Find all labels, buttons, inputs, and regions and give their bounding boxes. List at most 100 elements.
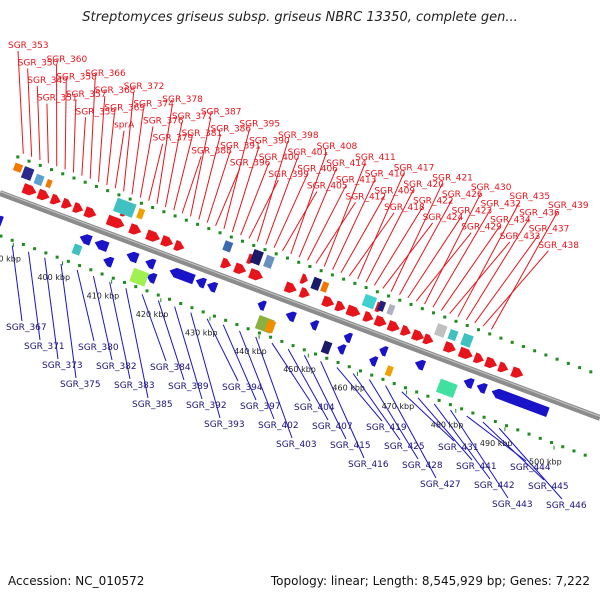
track-boundary-dot [173,214,177,218]
track-boundary-dot [538,436,542,440]
forward-leader-line [231,146,260,233]
feature-box [460,332,474,348]
forward-leader-line [357,173,405,280]
track-boundary-dot [111,276,115,280]
forward-leader-line [457,201,520,317]
reverse-gene-arrow [463,378,475,389]
reverse-gene-arrow [169,267,196,285]
reverse-gene-label: SGR_419 [366,423,407,433]
forward-leader-line [156,104,173,204]
reverse-gene-arrow [94,239,110,252]
track-boundary-dot [454,319,458,323]
accession-text: Accession: NC_010572 [8,574,145,588]
forward-gene-arrow [145,229,160,242]
forward-leader-line [123,91,135,192]
forward-leader-line [131,109,144,195]
track-boundary-dot [297,260,301,264]
track-boundary-dot [353,281,357,285]
track-boundary-dot [207,227,211,231]
reverse-gene-label: SGR_389 [168,382,209,392]
forward-gene-label: SGR_390 [249,136,290,146]
forward-gene-label: SGR_360 [47,55,88,65]
track-boundary-dot [358,369,362,373]
track-boundary-dot [257,331,261,335]
track-boundary-dot [443,315,447,319]
track-boundary-dot [184,218,188,222]
track-boundary-dot [370,373,374,377]
forward-gene-label: SGR_422 [413,197,454,207]
track-boundary-dot [66,259,70,263]
track-boundary-dot [476,328,480,332]
reverse-leader-line [76,269,95,342]
forward-gene-arrow [345,304,361,317]
track-boundary-dot [432,311,436,315]
feature-box [361,293,378,310]
track-boundary-dot [572,449,576,453]
reverse-gene-label: SGR_428 [402,461,443,471]
track-boundary-dot [49,168,53,172]
reverse-leader-line [271,342,311,402]
reverse-gene-label: SGR_431 [438,443,479,453]
reverse-gene-label: SGR_380 [78,343,119,353]
track-boundary-dot [415,390,419,394]
forward-gene-arrow [399,325,411,336]
reverse-leader-line [368,379,419,460]
forward-gene-label: SGR_388 [191,146,232,156]
forward-leader-line [198,134,221,220]
reverse-gene-arrow [207,281,219,293]
reverse-gene-label: SGR_425 [384,442,425,452]
forward-gene-label: SGR_351 [37,94,78,104]
track-boundary-dot [589,370,593,374]
reverse-leader-line [385,385,437,479]
forward-leader-line [89,78,96,179]
track-boundary-dot [212,314,216,318]
forward-leader-line [407,216,462,299]
track-boundary-dot [325,356,329,360]
forward-gene-label: SGR_387 [201,107,242,117]
track-boundary-dot [375,290,379,294]
reverse-gene-label: SGR_446 [546,501,587,511]
forward-leader-line [27,68,33,157]
reverse-leader-line [303,354,347,440]
feature-box [384,365,394,377]
topology-text: Topology: linear; Length: 8,545,929 bp; … [270,574,590,588]
forward-gene-label: SGR_435 [509,192,550,202]
forward-gene-label: SGR_376 [143,117,184,127]
reverse-leader-line [239,330,275,420]
reverse-gene-arrow [343,332,353,344]
track-boundary-dot [83,180,87,184]
forward-gene-label: SGR_438 [538,241,579,251]
feature-box [249,248,264,266]
forward-gene-arrow [21,183,37,196]
forward-leader-line [81,117,86,176]
feature-box [320,340,333,355]
track-boundary-dot [44,251,48,255]
track-boundary-dot [201,310,205,314]
forward-gene-arrow [128,223,142,235]
forward-gene-arrow [484,356,498,369]
forward-gene-label: SGR_432 [481,199,522,209]
reverse-gene-arrow [195,277,207,289]
forward-gene-label: SGR_379 [153,134,194,144]
reverse-leader-line [190,312,221,419]
forward-gene-label: SGR_436 [519,208,560,218]
feature-box [433,323,448,338]
forward-gene-arrow [60,197,72,209]
track-boundary-dot [583,453,587,457]
feature-box [33,173,45,186]
kbp-tick-label: 420 kbp [136,310,169,319]
forward-gene-label: SGR_396 [230,158,271,168]
track-boundary-dot [465,323,469,327]
track-boundary-dot [319,269,323,273]
track-boundary-dot [55,255,59,259]
track-boundary-dot [123,280,127,284]
track-boundary-dot [555,357,559,361]
reverse-leader-line [222,324,257,401]
track-boundary-dot [566,361,570,365]
forward-leader-line [282,191,318,252]
track-boundary-dot [403,386,407,390]
reverse-gene-label: SGR_445 [528,482,569,492]
reverse-gene-label: SGR_385 [132,400,173,410]
forward-gene-arrow [283,281,297,293]
forward-gene-arrow [334,300,346,312]
